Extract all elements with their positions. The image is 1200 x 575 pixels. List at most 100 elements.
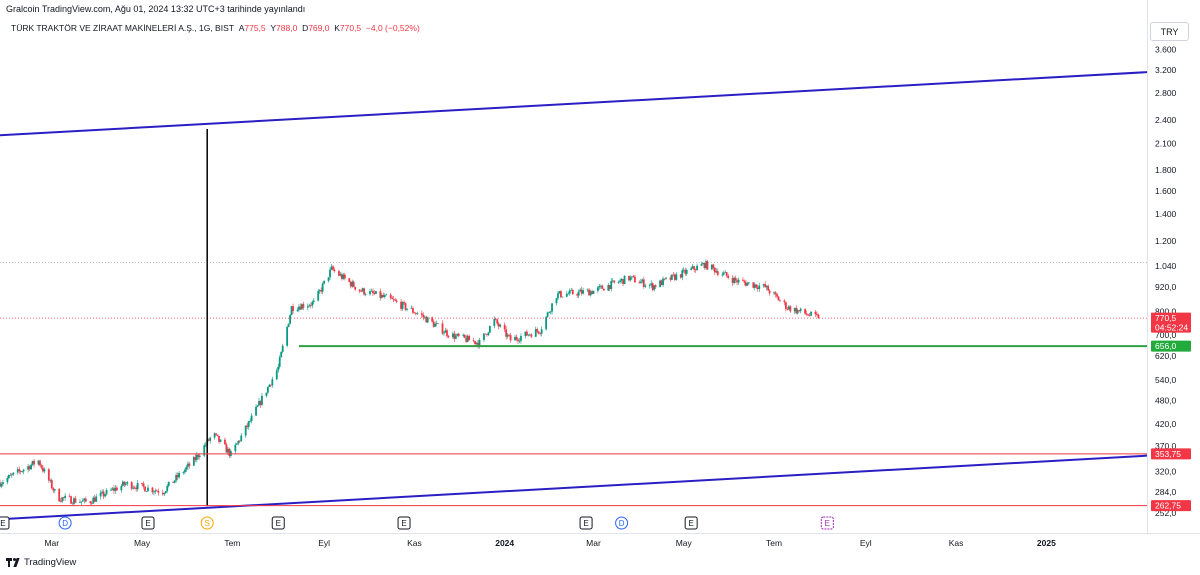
candle-body (814, 311, 817, 315)
candle-body (659, 280, 661, 288)
candle-body (369, 291, 371, 295)
lower-trendline[interactable] (0, 454, 1148, 521)
candle-body (59, 501, 62, 502)
candle-body (629, 277, 632, 281)
candle-body (503, 324, 506, 330)
time-axis[interactable]: Mar May Tem Eyl Kas 2024 Mar May Tem Eyl Kas 2025 (44, 538, 1056, 548)
time-tick-label: Eyl (318, 538, 330, 548)
event-marker-earnings[interactable]: E (141, 516, 155, 530)
ohlc-low-value: 769,0 (308, 23, 330, 33)
candle-body (483, 333, 485, 340)
candle-body (648, 285, 651, 286)
candle-body (478, 339, 481, 347)
candle-body (354, 286, 357, 290)
candle-body (725, 272, 728, 276)
candle-body (110, 489, 112, 491)
last-price-label[interactable]: 770,504:52:24 (1151, 312, 1191, 333)
event-letter: E (145, 519, 150, 528)
publisher-caption: Gralcoin TradingView.com, Ağu 01, 2024 1… (6, 4, 306, 14)
price-tick-label: 920,0 (1155, 282, 1177, 292)
support-price-label[interactable]: 656,0 (1151, 340, 1191, 352)
candle-body (505, 329, 508, 337)
event-marker-earnings[interactable]: E (0, 516, 10, 530)
candle-body (710, 264, 713, 270)
drawings-layer[interactable] (0, 71, 1148, 521)
event-marker-earnings[interactable]: E (684, 516, 698, 530)
event-box-icon (141, 516, 155, 530)
hline-price-label[interactable]: 262,75 (1151, 500, 1191, 512)
candle-body (81, 500, 84, 502)
event-letter: D (62, 519, 68, 528)
price-axis-separator (0, 0, 1200, 535)
event-marker-dividend[interactable]: D (58, 516, 72, 530)
candle-body (389, 294, 392, 298)
candle-body (278, 357, 281, 367)
candle-body (494, 318, 497, 320)
candle-body (290, 306, 293, 316)
candle-body (249, 420, 252, 422)
candle-body (789, 306, 792, 312)
candle-body (745, 282, 747, 286)
candle-body (568, 290, 571, 294)
price-tick-label: 370,0 (1155, 441, 1177, 451)
candle-body (219, 439, 222, 442)
event-marker-earnings[interactable]: E (271, 516, 285, 530)
hline-price-label[interactable]: 353,75 (1151, 448, 1191, 460)
candle-body (93, 497, 96, 502)
candle-body (292, 306, 294, 311)
candle-body (37, 460, 40, 465)
upper-trendline[interactable] (0, 71, 1148, 137)
price-tick-label: 1.040 (1155, 261, 1177, 271)
candle-body (385, 294, 388, 296)
candle-body (816, 314, 818, 316)
candle-body (258, 400, 260, 406)
candle-body (783, 300, 786, 303)
event-marker-split[interactable]: S (200, 516, 214, 530)
candle-body (141, 482, 143, 484)
candle-body (173, 480, 176, 483)
candle-body (805, 313, 808, 315)
candle-body (617, 282, 620, 283)
candle-body (515, 336, 518, 340)
candle-body (703, 263, 706, 268)
candle-body (454, 335, 457, 339)
event-letter: E (401, 519, 406, 528)
price-tick-label: 1.800 (1155, 165, 1177, 175)
candle-body (796, 310, 799, 314)
candle-body (453, 333, 456, 339)
candle-body (227, 448, 229, 453)
candle-body (332, 266, 334, 270)
candle-body (671, 274, 673, 280)
event-box-icon (397, 516, 411, 530)
time-tick-label: May (676, 538, 693, 548)
candle-body (597, 287, 599, 291)
candle-body (135, 487, 138, 490)
candle-body (101, 491, 104, 493)
candle-body (277, 366, 280, 371)
candle-body (244, 425, 247, 436)
candle-body (203, 445, 206, 456)
event-marker-upcoming[interactable]: E (820, 516, 834, 530)
candle-body (431, 317, 434, 322)
event-marker-dividend[interactable]: D (615, 516, 629, 530)
event-marker-earnings[interactable]: E (397, 516, 411, 530)
candle-body (508, 334, 511, 336)
candle-body (358, 289, 361, 292)
currency-selector[interactable]: TRY (1150, 22, 1189, 41)
candle-body (62, 497, 65, 499)
candle-body (213, 433, 216, 438)
price-tick-label: 420,0 (1155, 419, 1177, 429)
candle-body (348, 278, 351, 282)
candle-body (734, 277, 737, 281)
candle-body (753, 284, 756, 288)
candle-body (192, 457, 195, 466)
price-axis[interactable]: 3.600 3.200 2.800 2.400 2.100 1.800 1.600 1.400… (1151, 44, 1191, 518)
candle-body (527, 334, 530, 336)
candle-body (484, 333, 487, 335)
candle-body (737, 279, 740, 283)
event-marker-earnings[interactable]: E (579, 516, 593, 530)
candle-body (176, 475, 179, 478)
event-letter: E (825, 519, 830, 528)
